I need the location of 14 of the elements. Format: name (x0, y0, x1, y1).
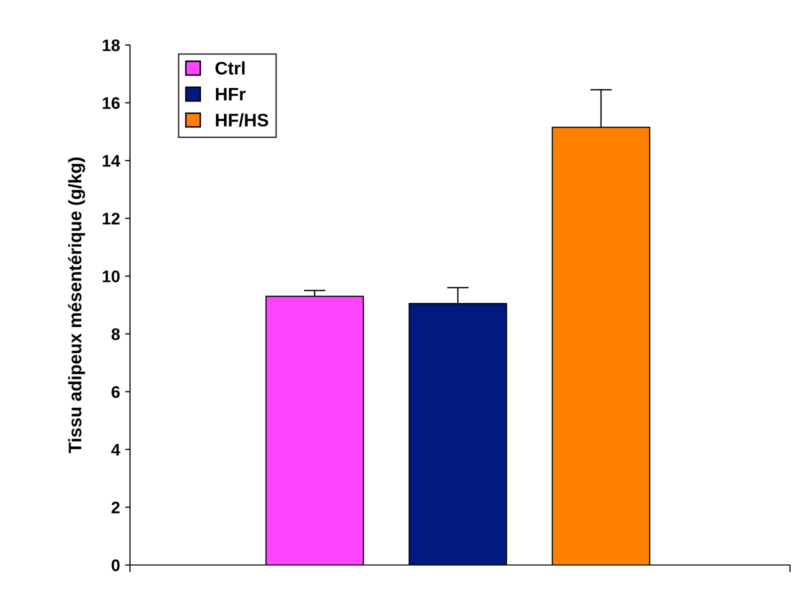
y-tick-label: 10 (102, 270, 120, 282)
y-tick-label: 14 (102, 155, 120, 167)
y-tick-label: 2 (112, 502, 120, 514)
y-tick-label: 0 (112, 559, 120, 572)
y-tick-label: 6 (112, 386, 120, 398)
y-tick-label: 18 (102, 39, 120, 52)
y-tick-label: 8 (112, 328, 120, 340)
y-tick-label: 4 (111, 444, 120, 456)
legend-label: HF/HS (216, 113, 268, 127)
legend-label: Ctrl (215, 61, 245, 75)
y-tick-label: 12 (102, 212, 120, 224)
y-axis-title: Tissu adipeux mésentérique (g/kg) (68, 158, 86, 454)
y-tick-label: 16 (102, 97, 120, 109)
legend-label: HFr (216, 88, 246, 100)
